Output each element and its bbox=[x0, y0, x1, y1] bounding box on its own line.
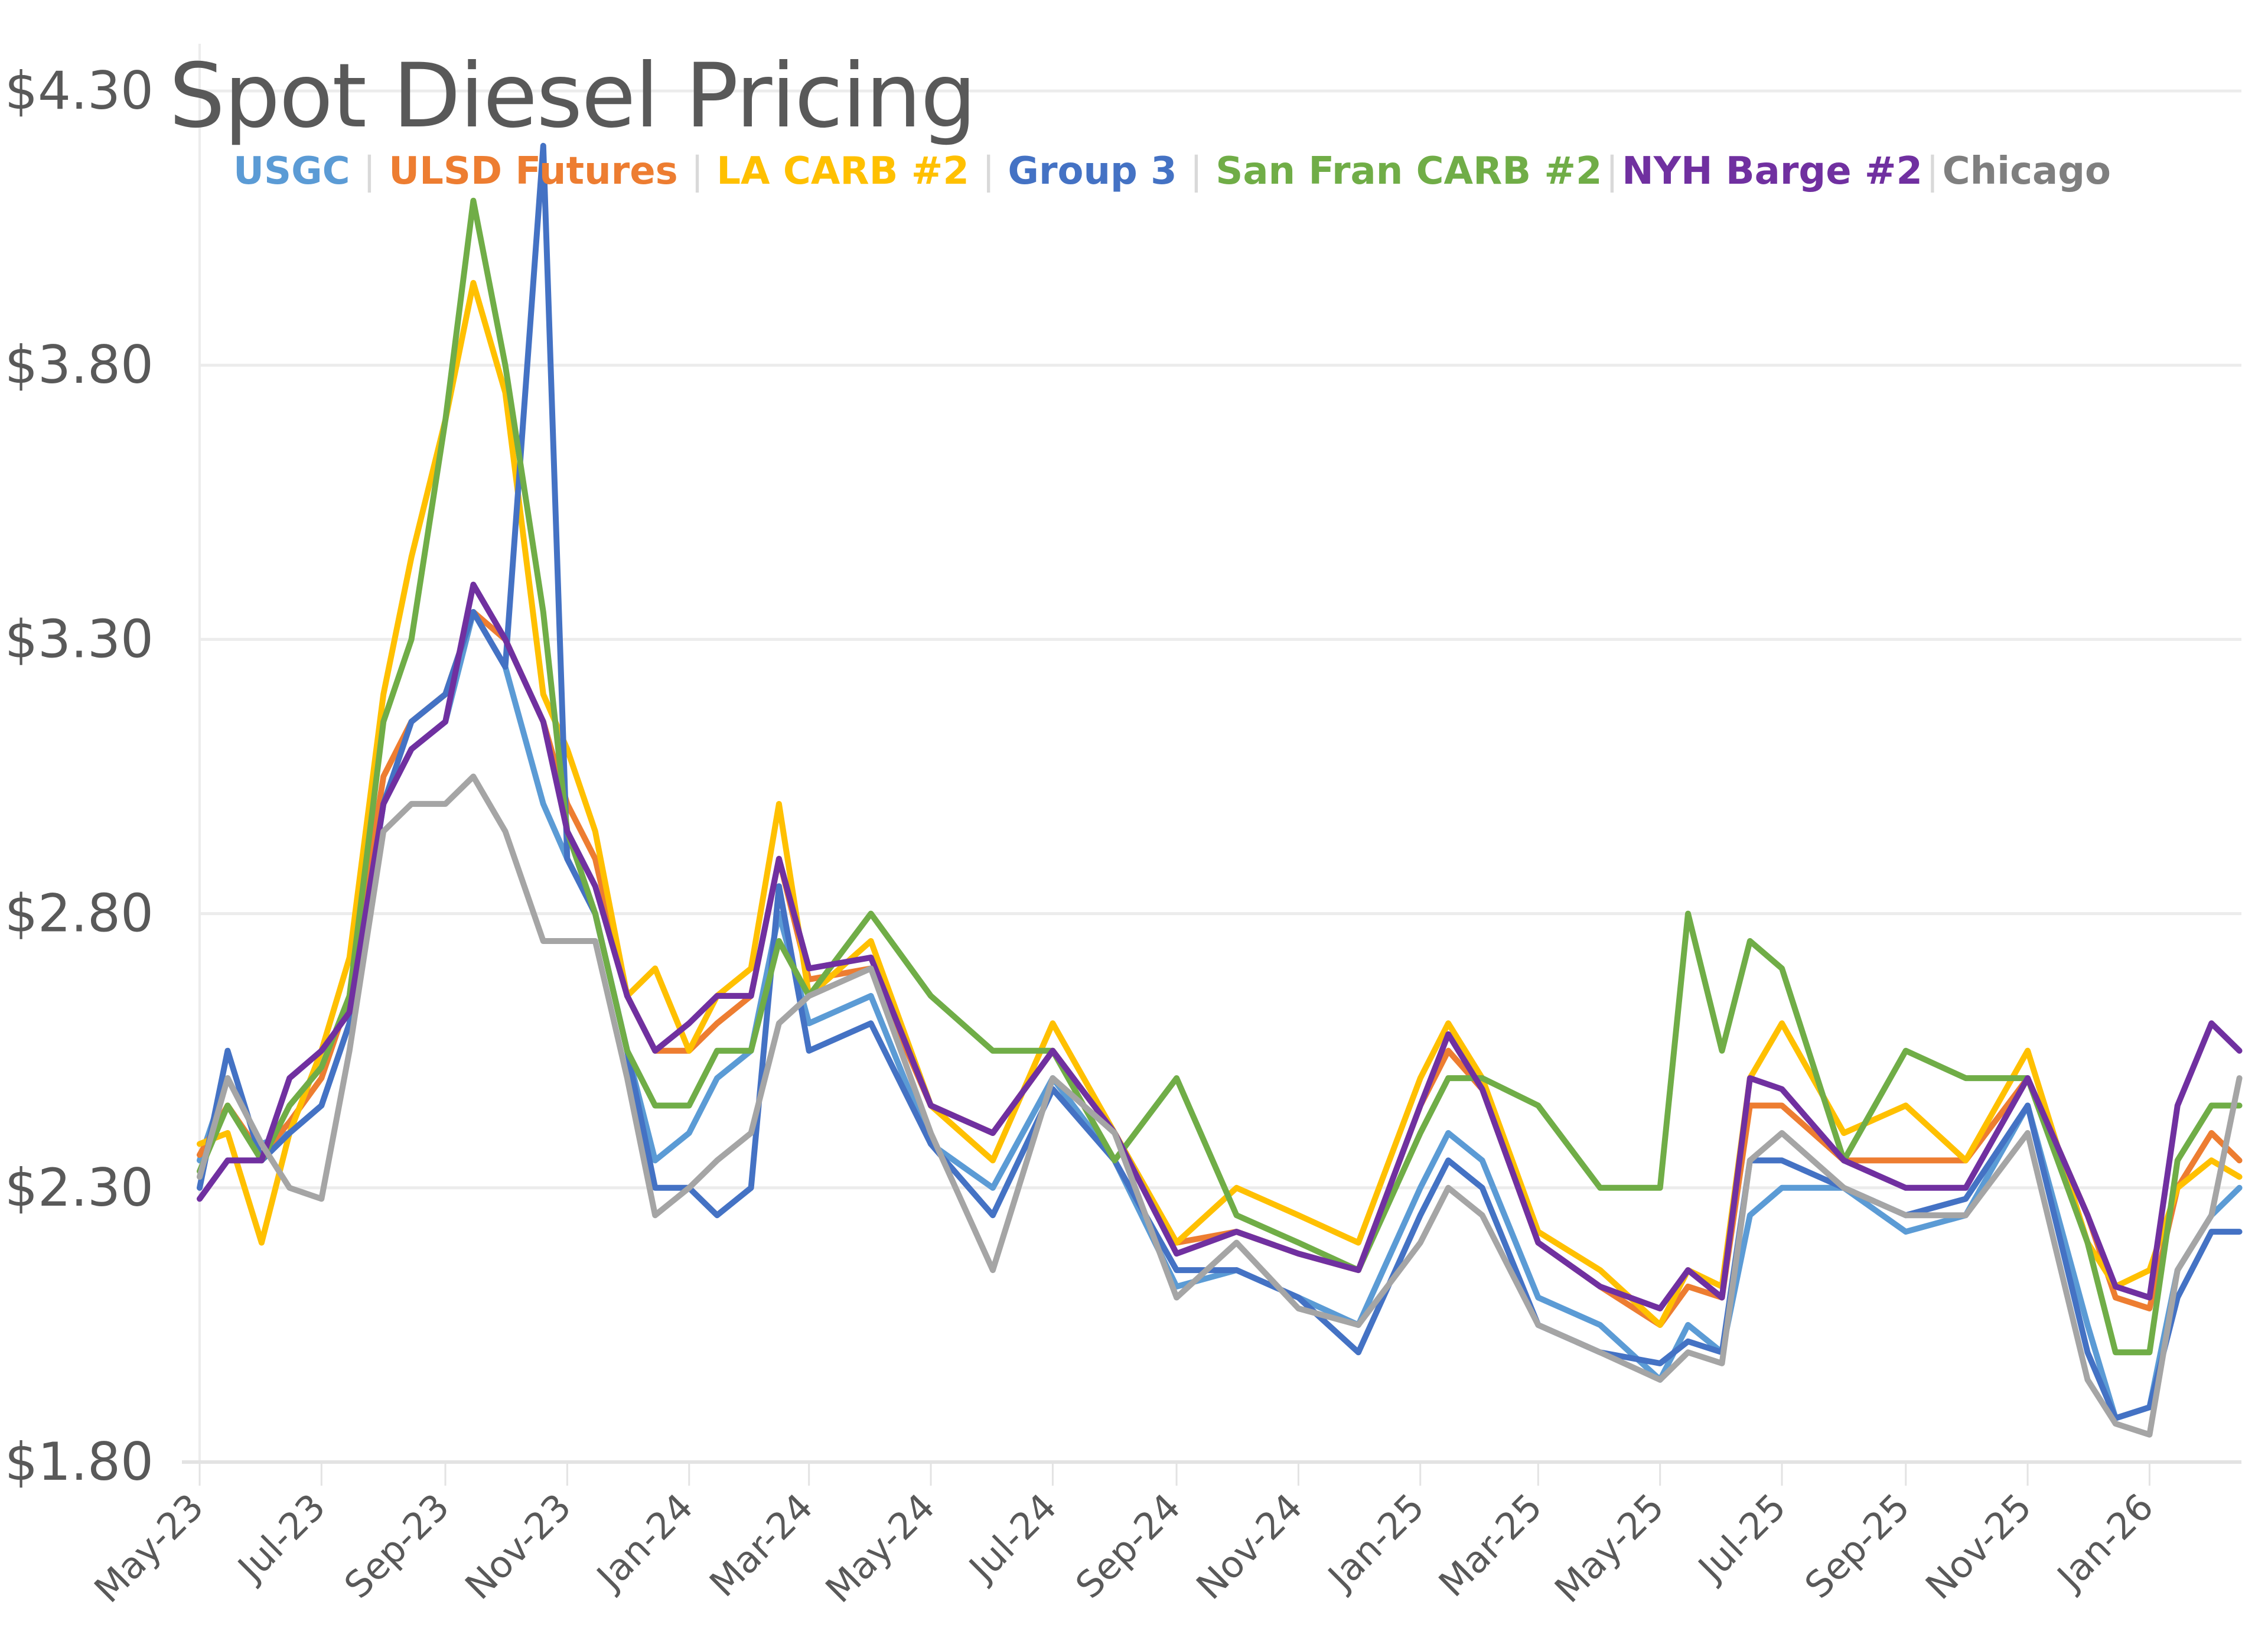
legend-separator: | bbox=[982, 149, 995, 193]
x-tick-label: Mar-24 bbox=[701, 1485, 821, 1605]
x-tick-label: Nov-25 bbox=[1917, 1485, 2040, 1608]
legend-separator: | bbox=[1605, 149, 1619, 193]
x-tick-label: Sep-24 bbox=[1067, 1485, 1189, 1607]
series-line-group-3 bbox=[197, 142, 2243, 1421]
series-line-nyh-barge-2 bbox=[197, 581, 2243, 1311]
x-tick-label: Jul-23 bbox=[228, 1485, 334, 1591]
x-tick-label: Nov-23 bbox=[457, 1485, 579, 1608]
x-tick-label: Mar-25 bbox=[1430, 1485, 1550, 1605]
legend-item-usgc: USGC bbox=[233, 149, 350, 193]
x-tick-label: Jan-26 bbox=[2047, 1485, 2162, 1600]
x-tick-label: Sep-23 bbox=[336, 1485, 458, 1607]
legend-separator: | bbox=[363, 149, 376, 193]
y-tick-label: $3.80 bbox=[5, 334, 154, 395]
legend: USGC | ULSD Futures | LA CARB #2 | Group… bbox=[233, 152, 2111, 190]
y-tick-label: $2.30 bbox=[5, 1157, 154, 1218]
x-tick-label: May-23 bbox=[86, 1485, 212, 1611]
legend-item-ulsd-futures: ULSD Futures bbox=[389, 149, 678, 193]
series-line-usgc bbox=[197, 609, 2243, 1421]
x-tick-label: Jan-24 bbox=[587, 1485, 702, 1600]
chart-title: Spot Diesel Pricing bbox=[169, 45, 977, 148]
x-tick-label: Jul-25 bbox=[1689, 1485, 1794, 1591]
legend-separator: | bbox=[1926, 149, 1939, 193]
series-lines bbox=[197, 142, 2243, 1438]
legend-item-san-fran-carb-2: San Fran CARB #2 bbox=[1216, 149, 1602, 193]
x-tick-label: Sep-25 bbox=[1796, 1485, 1918, 1607]
y-tick-label: $1.80 bbox=[5, 1431, 154, 1492]
legend-item-group-3: Group 3 bbox=[1008, 149, 1177, 193]
x-tick-label: Jan-25 bbox=[1318, 1485, 1433, 1600]
y-tick-label: $2.80 bbox=[5, 883, 154, 944]
y-tick-label: $3.30 bbox=[5, 608, 154, 669]
legend-item-chicago: Chicago bbox=[1942, 149, 2111, 193]
legend-separator: | bbox=[1190, 149, 1203, 193]
legend-item-la-carb-2: LA CARB #2 bbox=[716, 149, 969, 193]
x-tick-label: Jul-24 bbox=[959, 1485, 1065, 1591]
x-tick-label: May-24 bbox=[817, 1485, 943, 1611]
legend-item-nyh-barge-2: NYH Barge #2 bbox=[1622, 149, 1923, 193]
series-line-chicago bbox=[197, 773, 2243, 1438]
legend-separator: | bbox=[690, 149, 704, 193]
series-line-la-carb-2 bbox=[197, 279, 2243, 1328]
x-tick-label: Nov-24 bbox=[1188, 1485, 1311, 1608]
y-tick-label: $4.30 bbox=[5, 60, 154, 121]
x-tick-label: May-25 bbox=[1546, 1485, 1672, 1611]
series-line-san-fran-carb-2 bbox=[197, 197, 2243, 1356]
